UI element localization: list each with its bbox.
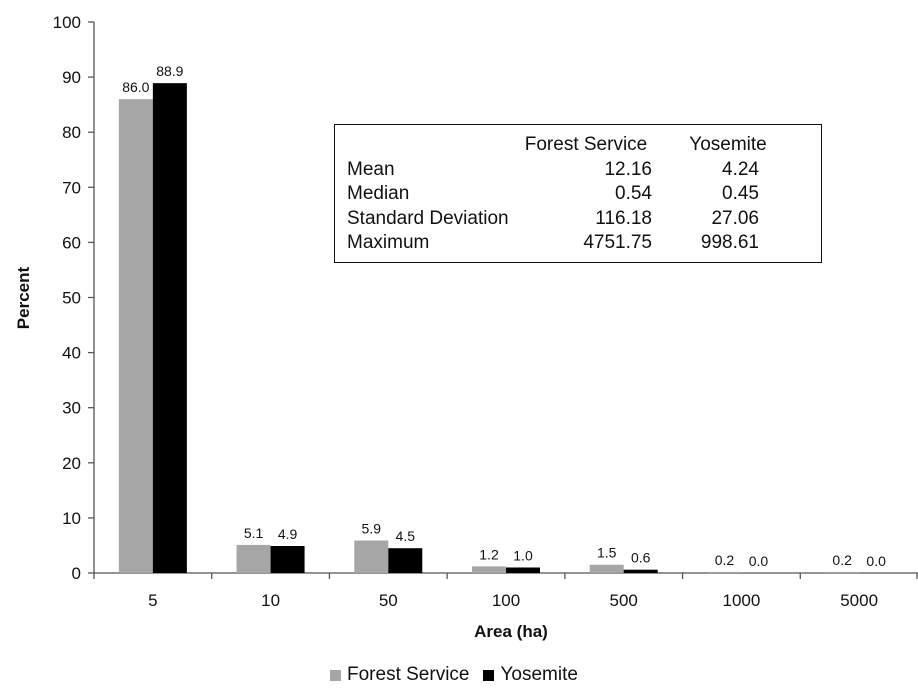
stats-row-standard-deviation: Standard Deviation 116.18 27.06 <box>347 207 803 232</box>
stats-row-maximum: Maximum 4751.75 998.61 <box>347 231 803 256</box>
bar-forest-service <box>354 540 389 573</box>
stats-value-forest-service: 4751.75 <box>583 232 652 253</box>
x-tick-label: 100 <box>492 591 520 610</box>
y-tick-label: 40 <box>62 344 81 363</box>
x-tick-label: 10 <box>261 591 280 610</box>
data-label: 0.0 <box>866 553 886 569</box>
stats-row-label: Standard Deviation <box>347 207 509 229</box>
bar-forest-service <box>472 566 506 573</box>
legend-label-yosemite: Yosemite <box>500 664 578 685</box>
y-tick-label: 50 <box>62 289 81 308</box>
stats-header-blank <box>347 133 519 158</box>
y-tick-label: 20 <box>62 454 81 473</box>
bar-yosemite <box>388 548 423 573</box>
bar-yosemite <box>623 569 658 573</box>
summary-statistics-box: Forest Service Yosemite Mean 12.16 4.24 … <box>334 124 822 263</box>
x-axis-title: Area (ha) <box>474 622 548 641</box>
x-axis: 5 10 50 100 500 1000 5000 <box>93 572 918 610</box>
stats-value-yosemite: 27.06 <box>711 207 759 229</box>
x-tick-label: 5000 <box>840 591 878 610</box>
data-label: 1.5 <box>597 545 617 561</box>
bars <box>118 83 860 573</box>
stats-value-forest-service: 116.18 <box>595 207 652 229</box>
y-tick-label: 0 <box>72 564 81 583</box>
bar-forest-service <box>236 544 271 573</box>
legend-label-forest-service: Forest Service <box>347 664 470 685</box>
data-label: 0.2 <box>832 552 852 568</box>
legend-item-yosemite: Yosemite <box>483 664 578 686</box>
stats-value-forest-service: 0.54 <box>615 183 652 204</box>
bar-yosemite <box>270 546 305 573</box>
stats-row-label: Median <box>347 183 410 204</box>
data-label: 88.9 <box>156 63 183 79</box>
data-label: 4.5 <box>396 528 416 544</box>
data-labels: 86.0 5.1 5.9 1.2 1.5 0.2 0.2 88.9 4.9 4.5 1.0 0.6 0.… <box>122 63 886 569</box>
y-tick-label: 30 <box>62 399 81 418</box>
legend-swatch-forest-service <box>330 669 341 681</box>
y-axis-title: Percent <box>14 266 33 329</box>
stats-header-row: Forest Service Yosemite <box>347 133 803 158</box>
stats-value-yosemite: 4.24 <box>722 158 759 180</box>
stats-header-yosemite: Yosemite <box>689 134 767 155</box>
summary-statistics-table: Forest Service Yosemite Mean 12.16 4.24 … <box>347 133 803 256</box>
bar-forest-service <box>707 571 742 573</box>
legend-item-forest-service: Forest Service <box>330 664 469 686</box>
x-tick-label: 1000 <box>723 591 761 610</box>
stats-row-mean: Mean 12.16 4.24 <box>347 158 803 183</box>
data-label: 5.9 <box>362 520 382 536</box>
y-tick-label: 10 <box>62 509 81 528</box>
data-label: 1.0 <box>513 547 533 563</box>
y-tick-label: 80 <box>62 123 81 142</box>
y-tick-label: 90 <box>62 68 81 87</box>
data-label: 0.0 <box>749 553 769 569</box>
data-label: 4.9 <box>278 526 298 542</box>
legend: Forest Service Yosemite <box>330 664 592 686</box>
bar-yosemite <box>152 83 187 573</box>
x-tick-label: 5 <box>148 591 157 610</box>
stats-header-forest-service: Forest Service <box>524 134 648 155</box>
stats-row-median: Median 0.54 0.45 <box>347 182 803 207</box>
y-tick-label: 60 <box>62 233 81 252</box>
stats-value-yosemite: 0.45 <box>722 183 759 204</box>
legend-swatch-yosemite <box>483 669 495 681</box>
y-axis: 0 10 20 30 40 50 60 70 80 90 100 <box>53 13 95 583</box>
bar-forest-service <box>825 571 860 573</box>
stats-row-label: Mean <box>347 158 395 180</box>
bar-yosemite <box>506 567 540 573</box>
x-tick-label: 50 <box>379 591 398 610</box>
stats-value-forest-service: 12.16 <box>604 158 652 180</box>
bar-forest-service <box>118 99 153 573</box>
stats-row-label: Maximum <box>347 232 430 253</box>
bar-forest-service <box>589 564 624 573</box>
data-label: 5.1 <box>244 525 264 541</box>
y-tick-label: 100 <box>53 13 81 32</box>
data-label: 0.6 <box>631 550 651 566</box>
data-label: 86.0 <box>122 79 149 95</box>
data-label: 0.2 <box>715 552 735 568</box>
x-tick-label: 500 <box>610 591 638 610</box>
y-tick-label: 70 <box>62 178 81 197</box>
stats-value-yosemite: 998.61 <box>700 232 759 253</box>
data-label: 1.2 <box>479 546 499 562</box>
